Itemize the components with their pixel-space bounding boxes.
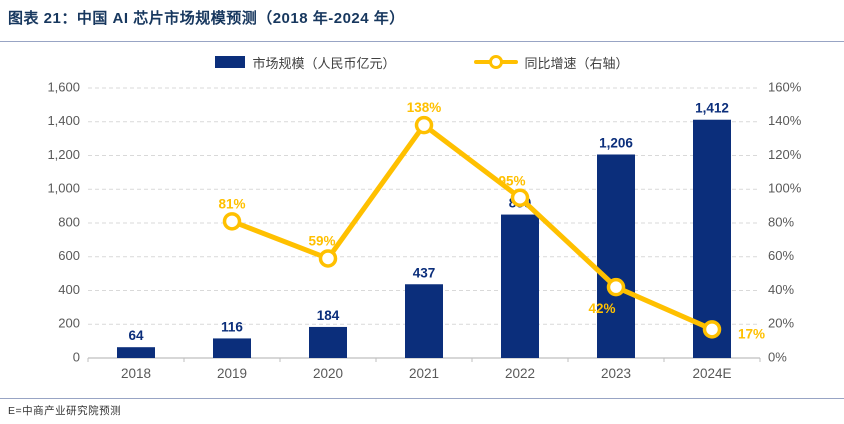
left-axis-tick-label: 400 — [58, 282, 80, 297]
line-series-swatch — [473, 55, 518, 69]
right-axis-tick-label: 140% — [768, 113, 802, 128]
chart-title: 图表 21：中国 AI 芯片市场规模预测（2018 年-2024 年） — [8, 10, 405, 27]
x-axis-category-label: 2023 — [601, 366, 631, 381]
line-value-label: 59% — [308, 233, 335, 248]
bar — [501, 214, 539, 358]
bar — [309, 326, 347, 358]
x-axis-category-label: 2019 — [217, 366, 247, 381]
left-axis-tick-label: 1,200 — [47, 147, 80, 162]
line-marker-icon — [510, 188, 530, 207]
x-axis-category-label: 2024E — [692, 366, 731, 381]
growth-line — [229, 122, 715, 332]
bar — [693, 119, 731, 358]
title-separator — [0, 41, 844, 42]
line-value-label: 81% — [218, 196, 245, 211]
left-axis-tick-label: 1,400 — [47, 113, 80, 128]
right-axis-tick-label: 160% — [768, 79, 802, 94]
x-axis-category-label: 2018 — [121, 366, 151, 381]
bar — [405, 284, 443, 358]
footer-separator — [0, 398, 844, 399]
bar-value-label: 116 — [221, 319, 243, 334]
x-axis-category-label: 2022 — [505, 366, 535, 381]
right-axis-tick-label: 20% — [768, 316, 794, 331]
right-axis-tick-label: 60% — [768, 248, 794, 263]
line-value-label: 42% — [588, 301, 615, 316]
left-axis-tick-label: 600 — [58, 248, 80, 263]
right-axis-tick-label: 120% — [768, 147, 802, 162]
bar-value-label: 1,412 — [695, 101, 729, 116]
x-axis-category-label: 2020 — [313, 366, 343, 381]
right-axis-tick-label: 100% — [768, 181, 802, 196]
line-value-label: 17% — [738, 326, 765, 341]
right-axis-tick-label: 80% — [768, 214, 794, 229]
source-note: E=中商产业研究院预测 — [8, 405, 122, 417]
bar-value-label: 64 — [128, 328, 144, 343]
left-axis-tick-label: 200 — [58, 316, 80, 331]
line-marker-icon — [606, 277, 626, 297]
bar — [597, 154, 635, 358]
legend-item-bar-series: 市场规模（人民币亿元） — [215, 53, 396, 72]
line-swatch-marker-icon — [488, 55, 503, 69]
bar-value-label: 437 — [413, 265, 436, 280]
left-axis-tick-label: 800 — [58, 214, 80, 229]
bar-value-label: 184 — [317, 308, 340, 323]
line-marker-icon — [222, 212, 242, 231]
line-marker-icon — [702, 320, 722, 339]
right-axis-tick-label: 0% — [768, 349, 787, 364]
legend-item-line-series: 同比增速（右轴） — [473, 53, 629, 72]
line-value-label: 95% — [498, 174, 525, 189]
left-axis-tick-label: 1,600 — [47, 79, 80, 94]
bar — [117, 347, 155, 358]
left-axis-tick-label: 1,000 — [47, 181, 80, 196]
bar-series-label: 市场规模（人民币亿元） — [252, 55, 396, 71]
bar — [213, 338, 251, 358]
x-axis-category-label: 2021 — [409, 366, 439, 381]
line-marker-icon — [318, 249, 338, 268]
line-series-label: 同比增速（右轴） — [524, 55, 629, 71]
left-axis-tick-label: 0 — [73, 349, 80, 364]
bar-series-swatch — [215, 56, 246, 68]
line-value-label: 138% — [407, 100, 442, 115]
bar-value-label: 1,206 — [599, 135, 633, 150]
chart-legend: 市场规模（人民币亿元） 同比增速（右轴） — [0, 52, 844, 72]
right-axis-tick-label: 40% — [768, 282, 794, 297]
line-marker-icon — [414, 115, 434, 135]
